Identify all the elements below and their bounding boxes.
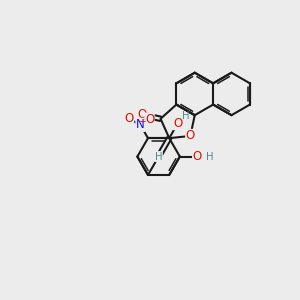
Text: N: N	[136, 118, 145, 131]
Text: O: O	[124, 112, 134, 125]
Text: O: O	[145, 113, 154, 126]
Text: O: O	[138, 108, 147, 122]
Text: O: O	[193, 150, 202, 163]
Text: H: H	[206, 152, 213, 162]
Text: O: O	[186, 129, 195, 142]
Text: −: −	[138, 117, 147, 127]
Text: +: +	[142, 115, 150, 124]
Text: O: O	[173, 117, 183, 130]
Text: H: H	[182, 111, 190, 121]
Text: H: H	[155, 152, 162, 162]
